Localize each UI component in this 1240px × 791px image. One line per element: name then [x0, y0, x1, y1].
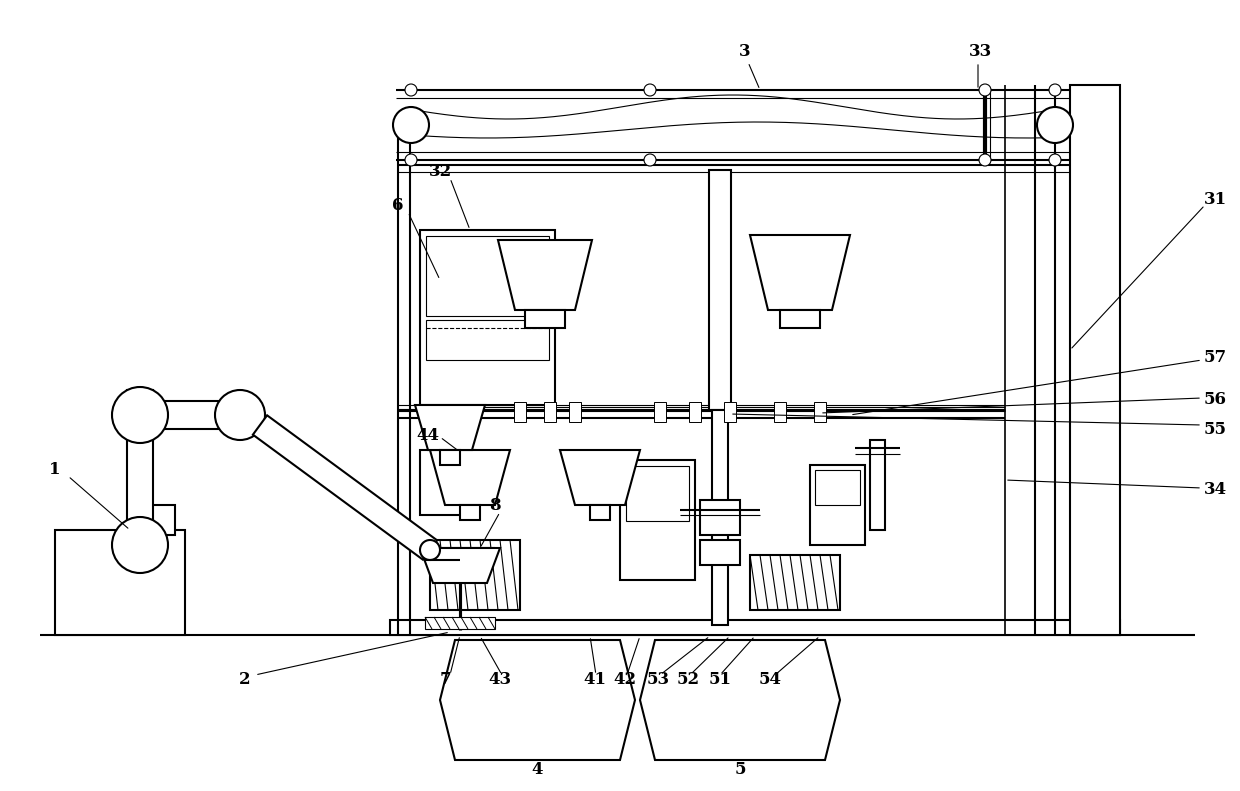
Text: 33: 33: [968, 44, 992, 60]
Text: 44: 44: [417, 426, 439, 444]
Circle shape: [980, 84, 991, 96]
Bar: [420, 450, 475, 515]
Bar: [774, 402, 786, 422]
Text: 2: 2: [239, 672, 250, 688]
Bar: [135, 505, 175, 535]
Bar: [780, 310, 820, 328]
Circle shape: [215, 390, 265, 440]
Text: 31: 31: [1204, 191, 1226, 209]
Text: 6: 6: [392, 196, 404, 214]
Bar: [701, 540, 740, 565]
Polygon shape: [430, 450, 510, 505]
Bar: [544, 402, 556, 422]
Bar: [1070, 85, 1120, 635]
Text: 34: 34: [1204, 482, 1226, 498]
Text: 42: 42: [614, 672, 636, 688]
Bar: [689, 402, 701, 422]
Bar: [55, 530, 185, 635]
Circle shape: [420, 540, 440, 560]
Text: 1: 1: [50, 461, 61, 479]
Bar: [626, 466, 689, 521]
Bar: [430, 540, 520, 610]
Circle shape: [980, 154, 991, 166]
Bar: [427, 236, 549, 316]
Polygon shape: [498, 240, 591, 310]
Circle shape: [405, 84, 417, 96]
Circle shape: [1049, 84, 1061, 96]
Polygon shape: [253, 415, 438, 560]
Circle shape: [393, 107, 429, 143]
Polygon shape: [440, 640, 635, 760]
Text: 53: 53: [646, 672, 670, 688]
Circle shape: [1037, 107, 1073, 143]
Bar: [870, 440, 885, 530]
Text: 51: 51: [708, 672, 732, 688]
Bar: [525, 310, 565, 328]
Text: 3: 3: [739, 44, 750, 60]
Text: 43: 43: [489, 672, 512, 688]
Bar: [425, 617, 495, 629]
Polygon shape: [560, 450, 640, 505]
Text: 41: 41: [584, 672, 606, 688]
Bar: [724, 402, 737, 422]
Bar: [427, 320, 549, 360]
Bar: [140, 401, 241, 429]
Polygon shape: [640, 640, 839, 760]
Text: 57: 57: [1204, 350, 1226, 366]
Circle shape: [112, 387, 167, 443]
Bar: [126, 390, 153, 530]
Polygon shape: [415, 405, 485, 450]
Text: 56: 56: [1204, 392, 1226, 408]
Polygon shape: [420, 548, 500, 583]
Bar: [460, 505, 480, 520]
Text: 54: 54: [759, 672, 781, 688]
Text: 7: 7: [439, 672, 451, 688]
Circle shape: [644, 84, 656, 96]
Polygon shape: [750, 235, 849, 310]
Bar: [440, 450, 460, 465]
Circle shape: [405, 154, 417, 166]
Circle shape: [644, 154, 656, 166]
Bar: [391, 620, 1120, 635]
Bar: [750, 555, 839, 610]
Text: 55: 55: [1204, 422, 1226, 438]
Bar: [815, 470, 861, 505]
Bar: [709, 170, 732, 410]
Bar: [653, 402, 666, 422]
Text: 5: 5: [734, 762, 745, 778]
Bar: [590, 505, 610, 520]
Bar: [569, 402, 582, 422]
Bar: [813, 402, 826, 422]
Bar: [712, 410, 728, 625]
Circle shape: [112, 517, 167, 573]
Bar: [620, 460, 694, 580]
Bar: [420, 230, 556, 405]
Text: 8: 8: [490, 497, 501, 513]
Bar: [810, 465, 866, 545]
Text: 52: 52: [677, 672, 699, 688]
Text: 32: 32: [428, 164, 451, 180]
Bar: [515, 402, 526, 422]
Circle shape: [1049, 154, 1061, 166]
Bar: [701, 500, 740, 535]
Text: 4: 4: [531, 762, 543, 778]
